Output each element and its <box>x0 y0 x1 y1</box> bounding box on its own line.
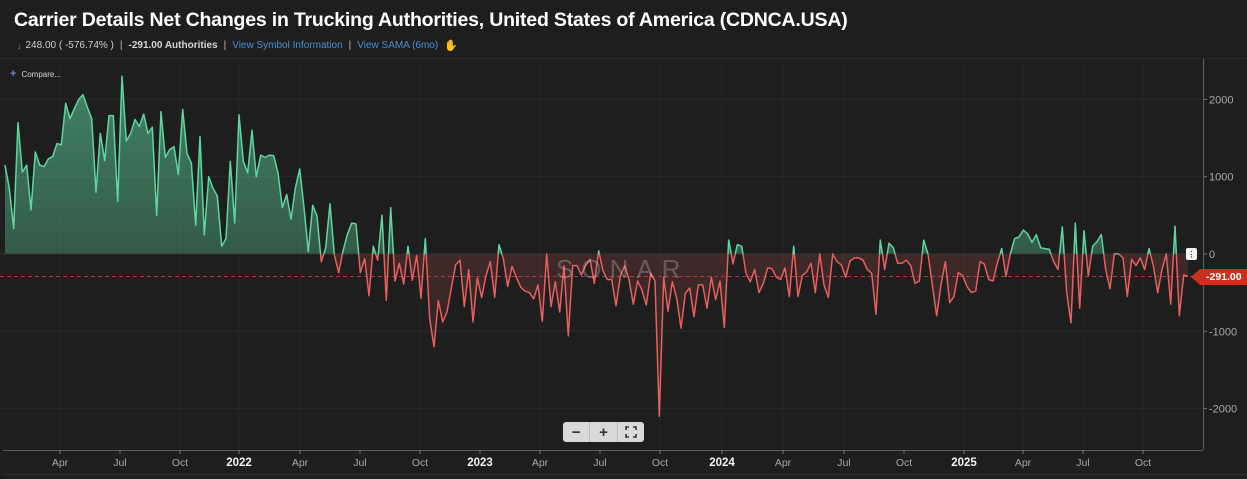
page-title: Carrier Details Net Changes in Trucking … <box>14 9 848 31</box>
x-tick-label: Jul <box>837 457 850 469</box>
divider: | <box>348 40 352 51</box>
plus-icon: + <box>10 68 17 80</box>
last-price-tag: -291.00 <box>1191 269 1247 285</box>
x-tick-label: Apr <box>775 457 792 469</box>
x-tick-label: Jul <box>113 457 126 469</box>
view-symbol-information-link[interactable]: View Symbol Information <box>232 40 343 51</box>
zoom-in-button[interactable]: + <box>589 422 616 442</box>
x-tick-label: Apr <box>52 457 69 469</box>
x-tick-label: Apr <box>1015 457 1032 469</box>
current-value: -291.00 Authorities <box>128 40 218 51</box>
change-value: 248.00 ( -576.74% ) <box>25 40 114 51</box>
line-chart[interactable]: Apr Jul Oct 2022 Apr Jul Oct 2023 Apr Jul Oct 2024 A… <box>0 59 1247 479</box>
x-tick-label: Apr <box>532 457 549 469</box>
x-tick-label: Oct <box>652 457 668 469</box>
x-tick-label: Oct <box>896 457 912 469</box>
hand-chart-icon[interactable]: ✋ <box>444 40 458 52</box>
x-tick-label: 2023 <box>467 457 493 469</box>
fullscreen-icon <box>625 426 637 438</box>
summary-line: ↓ 248.00 ( -576.74% ) | -291.00 Authorit… <box>17 39 458 52</box>
y-tick-label: 1000 <box>1209 172 1233 184</box>
x-tick-label: Jul <box>353 457 366 469</box>
x-axis: Apr Jul Oct 2022 Apr Jul Oct 2023 Apr Jul Oct 2024 A… <box>3 450 1247 475</box>
data-series <box>0 75 1200 418</box>
y-tick-label: -1000 <box>1209 326 1237 338</box>
down-arrow-icon: ↓ <box>17 40 22 51</box>
x-tick-label: Jul <box>1076 457 1089 469</box>
compare-button[interactable]: + Compare... <box>10 68 61 80</box>
zoom-out-button[interactable]: − <box>571 423 581 441</box>
fullscreen-button[interactable] <box>616 422 644 442</box>
x-tick-label: Apr <box>292 457 309 469</box>
x-tick-label: 2024 <box>709 457 735 469</box>
divider: | <box>223 40 227 51</box>
x-tick-label: Jul <box>593 457 606 469</box>
view-sama-link[interactable]: View SAMA (6mo) <box>357 40 439 51</box>
zoom-controls: − + <box>563 422 644 442</box>
y-tick-label: -2000 <box>1209 404 1237 416</box>
y-tick-label: 0 <box>1209 249 1215 261</box>
compare-label: Compare... <box>21 69 62 79</box>
x-tick-label: Oct <box>412 457 428 469</box>
x-tick-label: 2022 <box>226 457 252 469</box>
y-tick-label: 2000 <box>1209 94 1233 106</box>
x-tick-label: Oct <box>172 457 188 469</box>
header-divider <box>0 58 1247 59</box>
x-tick-label: 2025 <box>951 457 977 469</box>
divider: | <box>119 40 123 51</box>
scale-handle[interactable]: ⋮ <box>1186 248 1197 260</box>
x-tick-label: Oct <box>1135 457 1151 469</box>
y-axis: 2000 1000 0 -1000 -2000 <box>1202 59 1237 450</box>
